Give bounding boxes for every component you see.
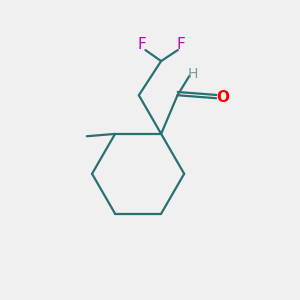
Text: F: F xyxy=(137,37,146,52)
Text: F: F xyxy=(177,37,186,52)
Text: H: H xyxy=(188,68,198,81)
Text: O: O xyxy=(216,90,229,105)
